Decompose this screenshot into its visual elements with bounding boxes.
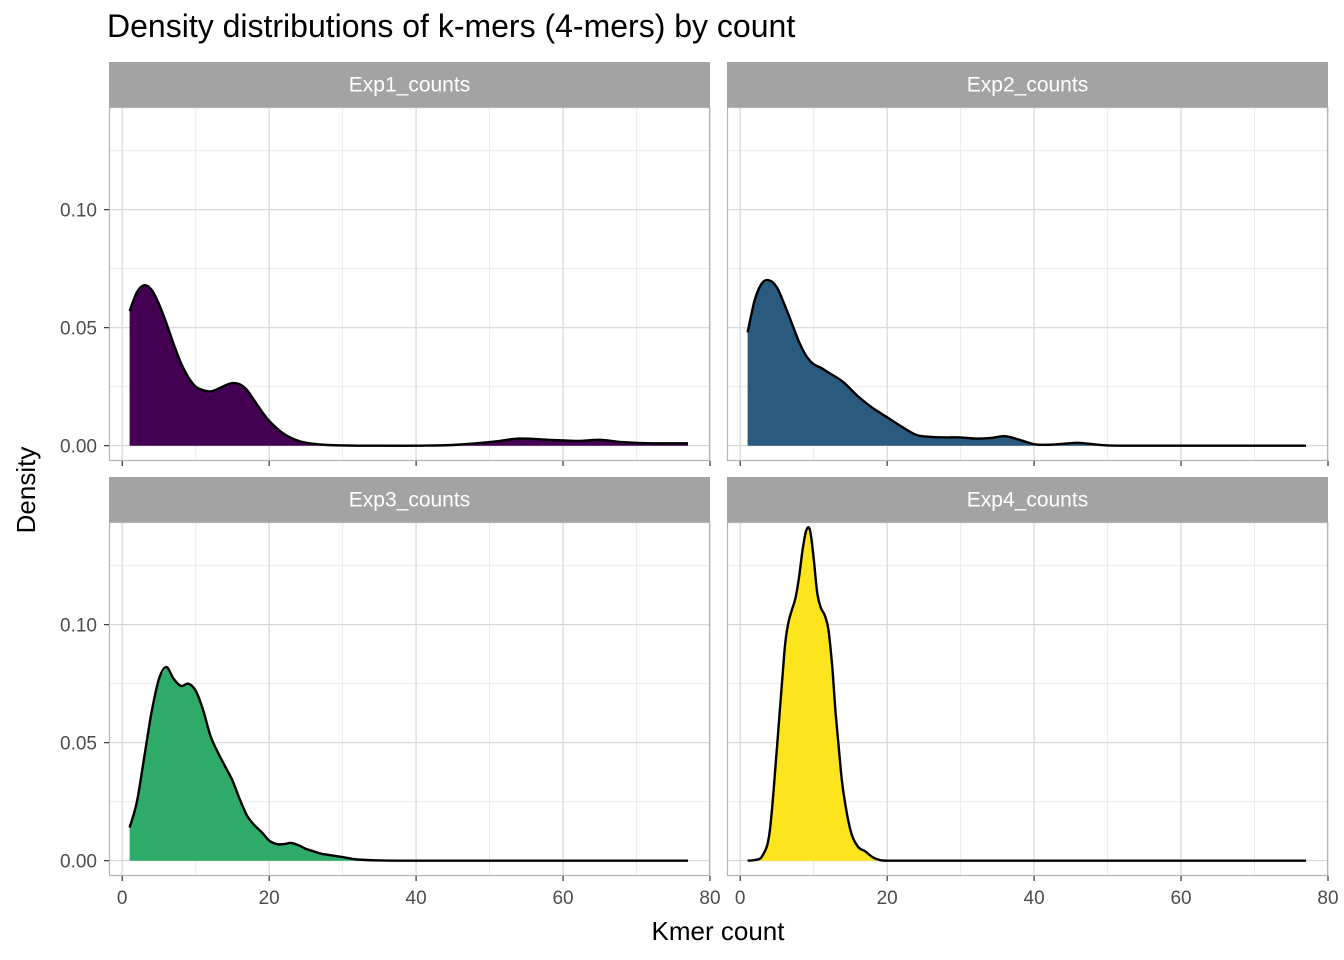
y-axis-title: Density [11,447,41,534]
density-area [129,285,689,446]
density-line [747,526,1306,862]
x-tick-label: 80 [699,888,720,909]
x-tick-label: 40 [406,888,427,909]
density-area [747,280,1306,446]
density-area [747,530,1306,861]
panel-border [726,521,1329,877]
facet-panels: Exp1_counts Exp2_counts Exp3_counts Exp4_co… [108,62,1329,877]
facet-strip-label: Exp1_counts [349,74,470,97]
y-tick-label: 0.05 [60,319,97,340]
facet-strip-label: Exp3_counts [349,489,470,512]
facet-strip [727,477,1328,522]
y-tick-label: 0.10 [60,201,97,222]
facet-panel-3: Exp3_counts [108,477,711,877]
facet-strip [727,62,1328,107]
x-tick-label: 40 [1024,888,1045,909]
facet-strip-label: Exp2_counts [967,74,1088,97]
facet-strip-label: Exp4_counts [967,489,1088,512]
density-line [128,283,689,447]
y-tick-label: 0.10 [60,616,97,637]
facet-panel-4: Exp4_counts [726,477,1329,877]
x-axis-title: Kmer count [652,916,786,946]
x-tick-label: 0 [117,888,128,909]
facet-panel-1: Exp1_counts [108,62,711,462]
x-tick-label: 0 [735,888,746,909]
panel-border [108,106,711,462]
chart-title: Density distributions of k-mers (4-mers)… [107,8,796,44]
y-tick-label: 0.05 [60,734,97,755]
x-tick-label: 60 [552,888,573,909]
x-tick-label: 80 [1317,888,1338,909]
y-tick-label: 0.00 [60,852,97,873]
x-tick-label: 20 [259,888,280,909]
axes: 0.00 0.05 0.10 0.00 0.05 0.10 0 20 40 60 80 0 20 40 60… [60,201,1339,909]
density-line [746,278,1306,447]
facet-strip [109,62,710,107]
density-line [128,665,688,862]
density-area [129,667,689,861]
x-tick-label: 60 [1170,888,1191,909]
panel-border [726,106,1329,462]
x-tick-label: 20 [877,888,898,909]
facet-panel-2: Exp2_counts [726,62,1329,462]
facet-strip [109,477,710,522]
y-tick-label: 0.00 [60,437,97,458]
panel-border [108,521,711,877]
